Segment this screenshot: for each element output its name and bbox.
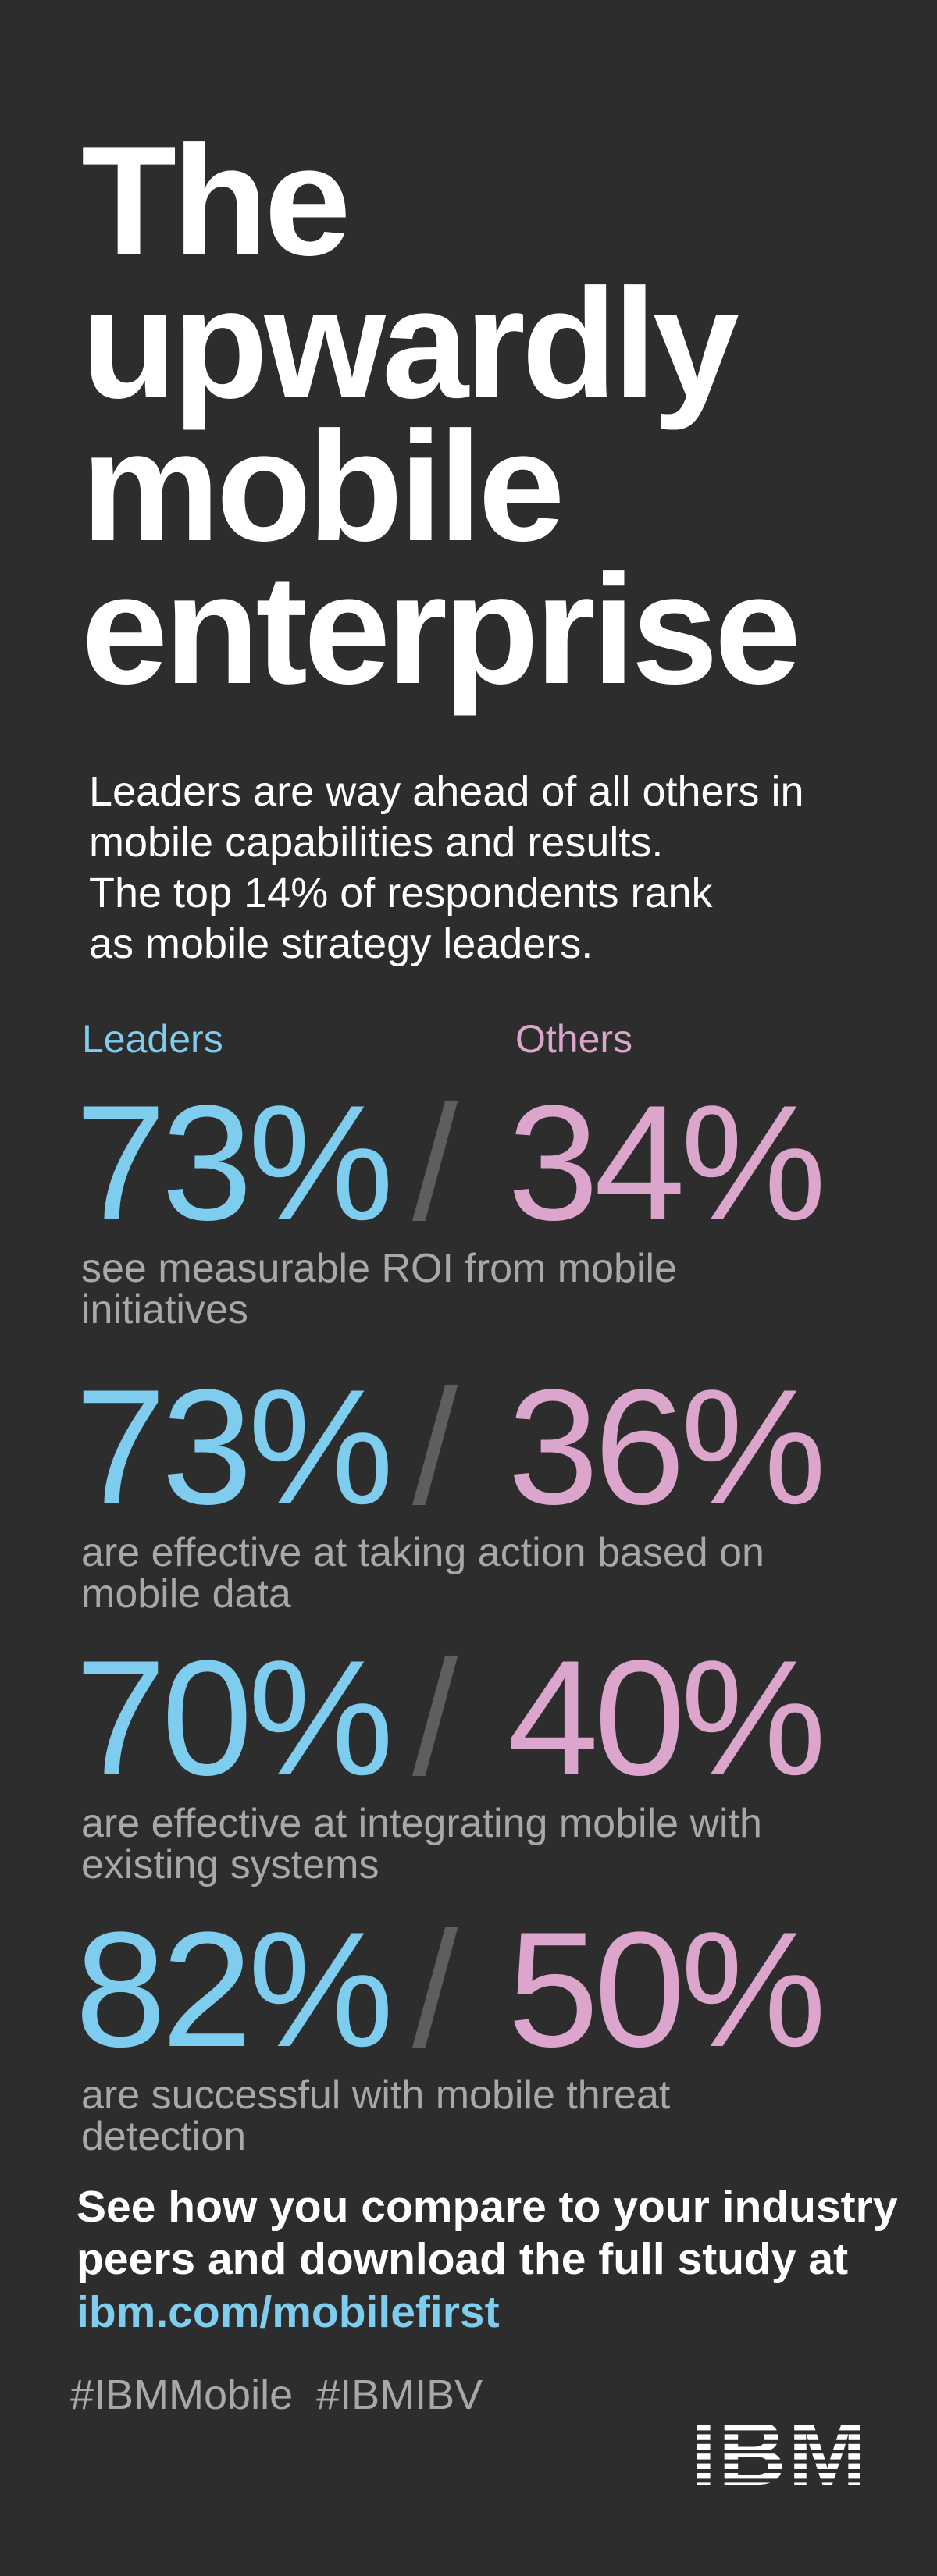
stat-description: are effective at taking action based on	[81, 1530, 764, 1575]
leaders-percent: 82%	[75, 1898, 389, 2081]
separator: /	[412, 1355, 458, 1539]
stat-description: existing systems	[81, 1842, 379, 1888]
others-percent: 34%	[508, 1071, 821, 1254]
ibm-logo: IBM	[687, 2402, 875, 2505]
others-label: Others	[515, 1017, 632, 1061]
logo-stripe	[687, 2459, 875, 2464]
intro-line: The top 14% of respondents rank	[89, 870, 714, 916]
stat-description: initiatives	[81, 1287, 248, 1332]
intro-line: mobile capabilities and results.	[89, 819, 663, 866]
title-line: upwardly	[81, 257, 739, 431]
separator: /	[412, 1898, 458, 2081]
intro-line: as mobile strategy leaders.	[89, 920, 593, 967]
cta-line: See how you compare to your industry	[77, 2182, 898, 2232]
logo-stripe	[687, 2469, 875, 2473]
leaders-percent: 70%	[75, 1626, 389, 1809]
logo-stripe	[687, 2421, 875, 2425]
stat-description: are successful with mobile threat	[81, 2073, 671, 2118]
logo-stripe	[687, 2450, 875, 2454]
title-line: The	[81, 114, 347, 288]
study-link[interactable]: ibm.com/mobilefirst	[77, 2287, 500, 2337]
cta-line: peers and download the full study at	[77, 2234, 848, 2284]
stat-description: mobile data	[81, 1571, 291, 1617]
others-percent: 50%	[508, 1898, 821, 2081]
title-line: enterprise	[81, 543, 797, 717]
leaders-percent: 73%	[75, 1071, 389, 1254]
separator: /	[412, 1626, 458, 1809]
separator: /	[412, 1071, 458, 1254]
logo-stripe	[687, 2430, 875, 2435]
stat-description: detection	[81, 2114, 246, 2159]
leaders-label: Leaders	[82, 1017, 223, 1061]
title-line: mobile	[81, 400, 561, 574]
others-percent: 40%	[508, 1626, 821, 1809]
hashtags: #IBMMobile #IBMIBV	[70, 2371, 483, 2418]
logo-stripe	[687, 2478, 875, 2483]
logo-stripe	[687, 2439, 875, 2444]
intro-line: Leaders are way ahead of all others in	[89, 768, 804, 815]
stat-description: see measurable ROI from mobile	[81, 1246, 677, 1291]
stat-description: are effective at integrating mobile with	[81, 1801, 762, 1846]
others-percent: 36%	[508, 1355, 821, 1539]
leaders-percent: 73%	[75, 1355, 389, 1539]
